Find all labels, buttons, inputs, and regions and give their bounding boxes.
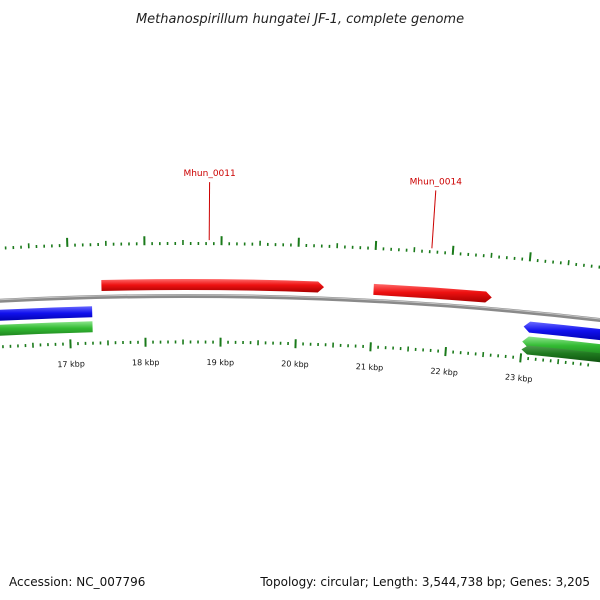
blue-gene-feature[interactable] <box>0 306 93 321</box>
kbp-scale-label: 18 kbp <box>132 358 160 367</box>
scale-ticks: 17 kbp 18 kbp 19 kbp 20 kbp 21 kbp 22 kbp 23 k… <box>2 236 600 384</box>
inner-tick <box>519 353 523 363</box>
kbp-scale-label: 17 kbp <box>57 359 85 369</box>
backbone-highlight <box>0 294 600 320</box>
dark-green-gene-feature[interactable] <box>521 345 600 364</box>
kbp-scale-label: 19 kbp <box>207 358 235 367</box>
outer-tick <box>451 245 455 255</box>
gene-labels: Mhun_0011 Mhun_0014 <box>183 169 463 249</box>
kbp-scale-label: 20 kbp <box>281 359 309 369</box>
genome-backbone <box>0 294 600 323</box>
accession-text: Accession: NC_007796 <box>9 575 145 589</box>
gene-label[interactable]: Mhun_0014 <box>410 177 463 187</box>
green-gene-feature[interactable] <box>0 321 93 336</box>
inner-tick <box>444 346 447 357</box>
kbp-scale-label: 21 kbp <box>356 362 384 372</box>
topology-summary-text: Topology: circular; Length: 3,544,738 bp… <box>259 575 590 589</box>
gene-mhun-0011[interactable] <box>101 278 325 293</box>
gene-mhun-0014[interactable] <box>373 283 492 303</box>
outer-tick <box>567 260 570 266</box>
gene-label[interactable]: Mhun_0011 <box>183 169 235 179</box>
outer-tick <box>528 252 532 262</box>
kbp-scale-label: 23 kbp <box>505 372 533 384</box>
blue-gene-feature[interactable] <box>523 321 600 342</box>
genome-title: Methanospirillum hungatei JF-1, complete… <box>136 12 464 27</box>
green-gene-feature[interactable] <box>522 336 600 357</box>
gene-track <box>0 278 600 364</box>
gene-label-leader <box>431 190 437 249</box>
backbone-arc <box>0 294 600 323</box>
kbp-scale-label: 22 kbp <box>430 367 458 378</box>
inner-tick <box>557 359 560 365</box>
